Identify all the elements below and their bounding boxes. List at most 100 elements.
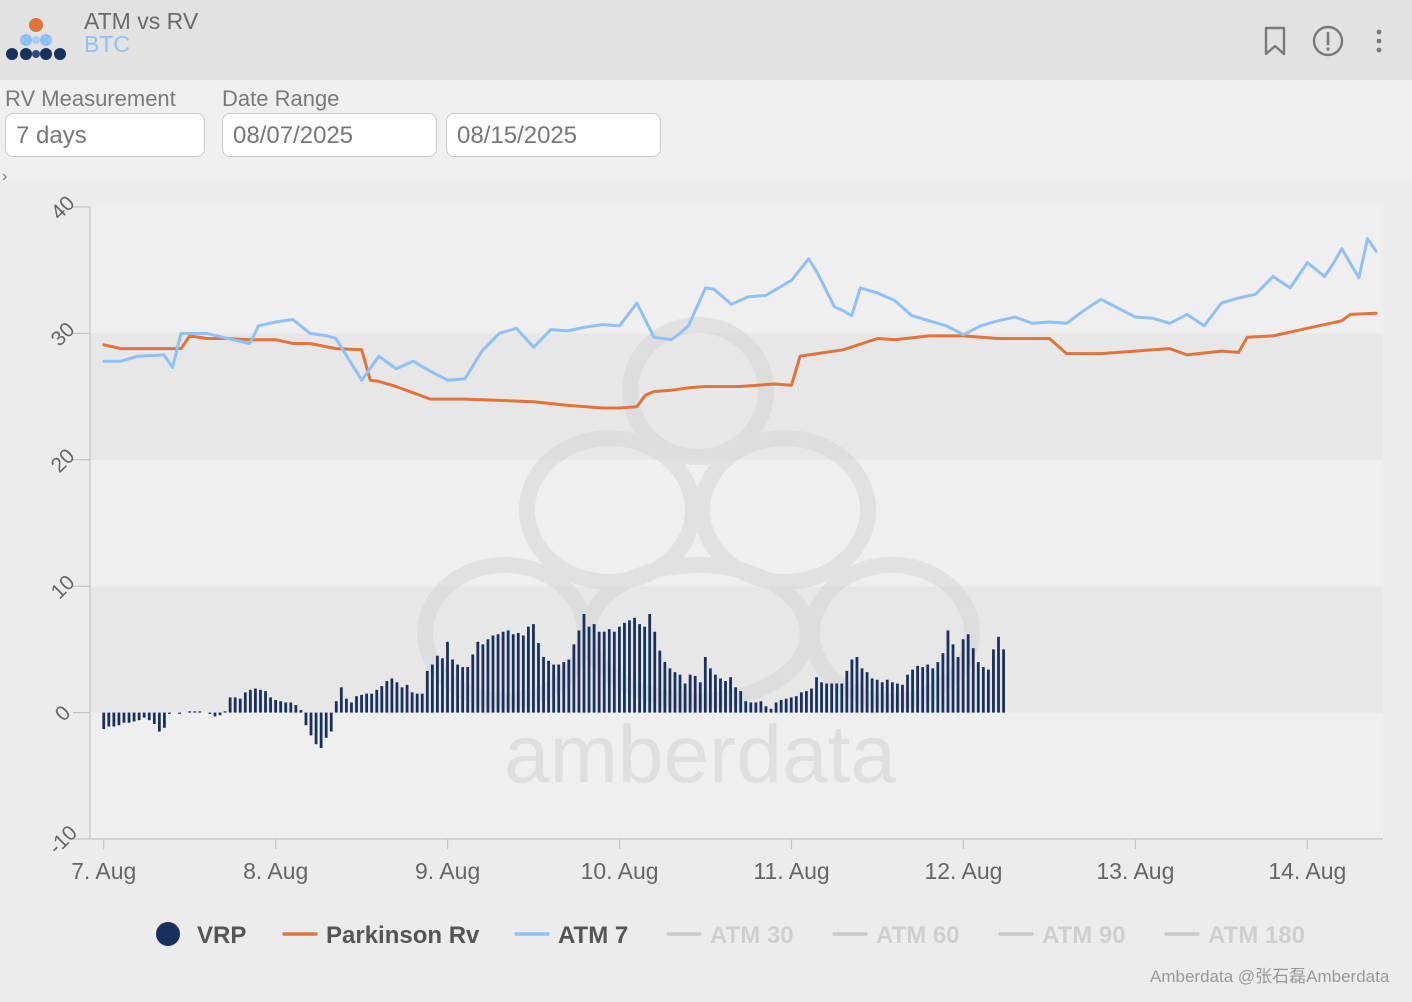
vrp-bar [521, 635, 525, 713]
legend-label: ATM 60 [876, 922, 960, 949]
vrp-bar [461, 667, 465, 713]
vrp-bar [835, 683, 839, 713]
x-tick-label: 11. Aug [753, 858, 829, 884]
vrp-bar [951, 644, 955, 713]
vrp-bar [542, 656, 545, 713]
vrp-bar [739, 691, 743, 713]
vrp-bar [264, 691, 267, 713]
vrp-bar [623, 622, 626, 713]
vrp-bar [491, 635, 495, 713]
more-vert-icon[interactable] [1362, 24, 1396, 58]
vrp-bar [142, 712, 146, 718]
vrp-bar [299, 710, 303, 713]
y-tick-label: 30 [47, 318, 80, 351]
vrp-bar [147, 712, 151, 721]
vrp-bar [501, 631, 505, 713]
vrp-bar [284, 702, 288, 713]
rv-measurement-select[interactable]: 7 days [5, 113, 205, 157]
vrp-bar [789, 697, 793, 713]
legend-item-atm-30[interactable]: ATM 30 [666, 922, 794, 949]
vrp-bar [213, 712, 217, 717]
vrp-bar [830, 683, 834, 713]
vrp-bar [976, 662, 980, 713]
expand-chevron-icon[interactable]: › [2, 168, 8, 185]
vrp-bar [532, 624, 535, 713]
vrp-bar [815, 677, 818, 713]
vrp-bar [198, 711, 202, 713]
vrp-bar [324, 712, 328, 738]
vrp-bar [516, 632, 520, 713]
vrp-bar [683, 683, 687, 713]
info-icon[interactable] [1311, 24, 1345, 58]
vrp-bar [729, 677, 732, 713]
vrp-bar [845, 670, 849, 713]
vrp-bar [961, 639, 965, 713]
plot-band [90, 207, 1383, 334]
vrp-bar [734, 687, 738, 713]
legend-item-atm-60[interactable]: ATM 60 [832, 922, 960, 949]
bookmark-icon[interactable] [1258, 24, 1292, 58]
date-start-input[interactable]: 08/07/2025 [222, 113, 437, 157]
vrp-bar [597, 631, 601, 713]
vrp-bar [380, 686, 384, 713]
vrp-bar [992, 649, 995, 713]
vrp-bar [1002, 649, 1005, 713]
legend-item-atm-180[interactable]: ATM 180 [1164, 922, 1305, 949]
vrp-bar [274, 699, 278, 713]
legend-marker [156, 922, 180, 946]
vrp-bar [890, 682, 894, 713]
vrp-bar [592, 624, 596, 713]
vrp-bar [638, 624, 641, 713]
vrp-bar [926, 664, 930, 713]
vrp-bar [334, 701, 338, 713]
vrp-bar [430, 664, 434, 713]
vrp-bar [339, 687, 343, 713]
y-tick-label: -10 [44, 821, 82, 859]
vrp-bar [668, 668, 672, 713]
vrp-bar [107, 712, 111, 727]
vrp-bar [410, 692, 414, 713]
legend-item-vrp[interactable]: VRP [156, 922, 246, 949]
date-end-input[interactable]: 08/15/2025 [446, 113, 661, 157]
vrp-bar [931, 668, 935, 713]
vrp-bar [708, 668, 712, 713]
vrp-bar [896, 683, 899, 713]
axes: 40 30 20 10 0 -107. Aug 8. Aug 9. Aug 10. Aug 11.… [44, 192, 1383, 884]
vrp-bar [658, 650, 662, 713]
vrp-bar [289, 702, 293, 713]
vrp-bar [577, 630, 581, 713]
legend-item-parkinson-rv[interactable]: Parkinson Rv [282, 922, 480, 949]
vrp-bar [218, 712, 222, 716]
y-tick-label: 40 [47, 192, 80, 225]
vrp-bar [375, 689, 379, 713]
vrp-bar [547, 660, 550, 713]
vrp-bar [365, 693, 369, 713]
vrp-bar [355, 696, 358, 713]
vrp-bar [572, 644, 576, 713]
x-tick-label: 13. Aug [1096, 858, 1174, 884]
vrp-bar [799, 692, 803, 713]
legend-label: ATM 30 [710, 922, 794, 949]
vrp-bar [885, 679, 889, 713]
vrp-bar [552, 664, 556, 713]
vrp-bar [112, 712, 116, 727]
vrp-bar [719, 678, 722, 713]
vrp-bar [936, 662, 940, 713]
vrp-bar [385, 681, 389, 713]
vrp-bar [981, 667, 985, 713]
vrp-bar [117, 712, 121, 726]
series-lines [102, 237, 1378, 410]
vrp-bar [688, 674, 692, 713]
legend-label: ATM 180 [1208, 922, 1305, 949]
legend-item-atm-7[interactable]: ATM 7 [514, 922, 628, 949]
legend-item-atm-90[interactable]: ATM 90 [998, 922, 1126, 949]
vrp-bar [390, 678, 394, 713]
vrp-bar [880, 682, 884, 713]
vrp-bar [987, 669, 990, 713]
vrp-bar [633, 617, 636, 713]
vrp-bar [405, 684, 409, 713]
vrp-bar [744, 701, 748, 713]
vrp-bar [916, 665, 920, 713]
vrp-bar [698, 682, 702, 713]
vrp-bar [997, 636, 1000, 713]
